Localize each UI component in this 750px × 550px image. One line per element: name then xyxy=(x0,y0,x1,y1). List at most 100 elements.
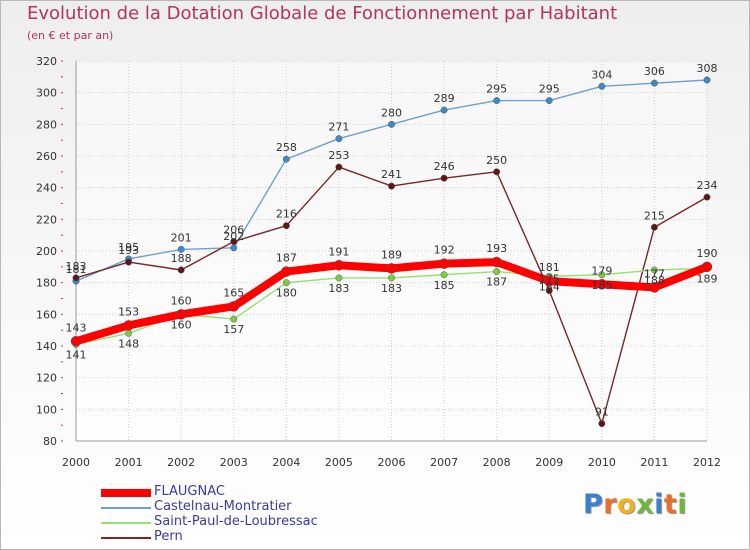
data-point xyxy=(230,238,238,245)
x-tick-label: 2003 xyxy=(220,456,248,469)
data-point xyxy=(701,261,713,273)
data-label: 177 xyxy=(644,267,665,280)
data-point xyxy=(545,287,553,295)
data-point xyxy=(598,82,606,90)
data-point xyxy=(282,155,290,163)
data-label: 187 xyxy=(276,252,297,265)
data-label: 188 xyxy=(171,252,192,265)
data-point xyxy=(335,274,343,282)
data-point xyxy=(650,223,658,231)
data-point xyxy=(650,266,658,274)
logo-letter: i xyxy=(654,489,664,520)
data-label: 181 xyxy=(66,263,87,276)
proxiti-logo: Proxiti xyxy=(583,489,687,520)
data-label: 258 xyxy=(276,141,297,154)
chart-subtitle: (en € et par an) xyxy=(27,29,114,42)
x-tick-label: 2006 xyxy=(378,456,406,469)
data-label: 188 xyxy=(644,274,665,287)
data-point xyxy=(493,97,501,105)
data-label: 160 xyxy=(171,318,192,331)
y-tick-label: 240 xyxy=(36,182,57,195)
x-tick-label: 2000 xyxy=(62,456,90,469)
data-point xyxy=(440,174,448,182)
y-tick-label: 280 xyxy=(36,118,57,131)
legend-swatch-saint-paul-de-loubressac xyxy=(101,522,151,524)
data-label: 289 xyxy=(434,92,455,105)
data-label: 160 xyxy=(171,294,192,307)
logo-letter: o xyxy=(617,489,637,520)
logo-letter: P xyxy=(583,489,604,520)
x-tick-label: 2005 xyxy=(325,456,353,469)
data-label: 271 xyxy=(328,121,349,134)
data-label: 234 xyxy=(697,179,718,192)
data-point xyxy=(123,320,134,331)
data-label: 306 xyxy=(644,65,665,78)
data-point xyxy=(649,282,660,293)
legend-label-pern: Pern xyxy=(154,529,183,544)
data-label: 157 xyxy=(223,323,244,336)
data-point xyxy=(282,279,290,287)
x-tick-label: 2001 xyxy=(115,456,143,469)
data-label: 175 xyxy=(539,273,560,286)
data-point xyxy=(598,420,606,428)
y-tick-label: 300 xyxy=(36,87,57,100)
data-point xyxy=(230,244,238,252)
data-label: 183 xyxy=(66,260,87,273)
data-point xyxy=(177,245,185,253)
legend-swatch-castelnau-montratier xyxy=(101,507,151,509)
series-flaugnac xyxy=(70,256,713,347)
data-point xyxy=(333,260,345,271)
data-point xyxy=(440,106,448,114)
data-label: 206 xyxy=(223,224,244,237)
data-label: 165 xyxy=(223,286,244,299)
logo-letter: t xyxy=(663,489,678,520)
data-label: 187 xyxy=(486,276,507,289)
data-point xyxy=(125,258,133,266)
data-label: 216 xyxy=(276,208,297,221)
y-tick-label: 140 xyxy=(36,340,57,353)
chart-title: Evolution de la Dotation Globale de Fonc… xyxy=(27,3,618,24)
data-point xyxy=(230,315,238,323)
data-point xyxy=(596,279,608,290)
x-tick-label: 2009 xyxy=(535,456,563,469)
data-label: 181 xyxy=(539,261,560,274)
data-point xyxy=(388,120,395,128)
data-label: 193 xyxy=(118,244,139,257)
data-label: 241 xyxy=(381,168,402,181)
data-point xyxy=(177,266,185,274)
legend-swatch-pern xyxy=(101,537,151,539)
data-label: 193 xyxy=(486,242,507,255)
data-point xyxy=(388,274,395,282)
logo-letter: i xyxy=(677,489,688,520)
data-point xyxy=(703,76,711,84)
y-tick-label: 120 xyxy=(36,372,57,385)
data-point xyxy=(335,135,343,143)
x-tick-label: 2007 xyxy=(430,456,458,469)
data-point xyxy=(598,271,606,279)
logo-letter: r xyxy=(603,489,618,520)
data-label: 185 xyxy=(434,279,455,292)
data-point xyxy=(70,336,82,347)
data-point xyxy=(650,79,658,87)
data-label: 153 xyxy=(118,305,139,318)
legend-label-flaugnac: FLAUGNAC xyxy=(154,484,225,499)
data-point xyxy=(493,168,501,176)
data-point xyxy=(335,163,343,171)
data-point xyxy=(386,263,397,274)
data-label: 308 xyxy=(697,62,718,75)
x-tick-label: 2004 xyxy=(272,456,300,469)
data-label: 304 xyxy=(591,68,612,81)
data-label: 253 xyxy=(328,149,349,162)
data-label: 141 xyxy=(66,348,87,361)
data-label: 295 xyxy=(539,83,560,96)
logo-letter: x xyxy=(636,489,655,520)
data-point xyxy=(281,266,292,277)
data-label: 295 xyxy=(486,83,507,96)
data-point xyxy=(282,222,290,230)
data-point xyxy=(545,97,553,105)
y-tick-label: 220 xyxy=(36,213,57,226)
data-point xyxy=(544,275,555,287)
data-point xyxy=(493,268,501,276)
data-label: 183 xyxy=(381,282,402,295)
